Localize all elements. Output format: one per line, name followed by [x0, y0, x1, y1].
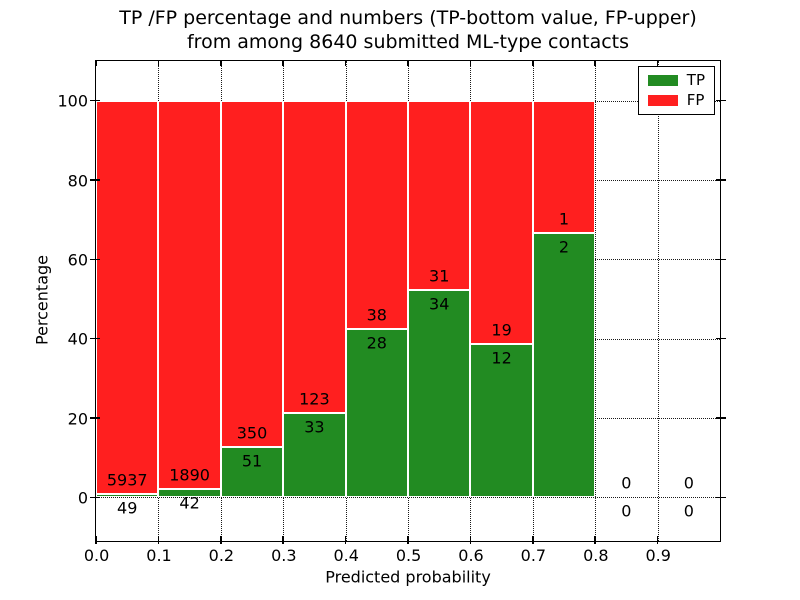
x-tick-label: 0.8: [583, 546, 609, 565]
x-tick-mark: [157, 536, 160, 544]
tp-count-label: 49: [117, 498, 138, 518]
fp-count-label: 5937: [106, 470, 148, 490]
bar-tp-segment: [96, 494, 159, 498]
plot-area: TP FP 5937 49 1890 42 350 51 123 33 38 28 31 34 19 12…: [90, 60, 726, 544]
y-tick-mark: [90, 337, 100, 340]
tp-count-label: 28: [366, 333, 387, 353]
x-tick-mark-top: [594, 61, 596, 66]
x-tick-mark-top: [344, 61, 347, 66]
x-tick-label: 0.9: [645, 546, 671, 565]
tp-count-label: 34: [429, 294, 450, 314]
bar-tp-segment: [345, 329, 408, 498]
fp-count-label: 38: [366, 305, 387, 325]
x-tick-label: 0.3: [271, 546, 297, 565]
x-tick-mark: [407, 536, 409, 544]
y-tick-mark: [90, 258, 100, 261]
bar-tp-segment: [283, 413, 346, 498]
tp-count-label: 51: [241, 451, 263, 471]
x-tick-mark: [95, 536, 97, 544]
fp-count-label: 19: [491, 320, 512, 340]
fp-color-swatch: [647, 95, 678, 106]
x-tick-mark: [344, 536, 347, 544]
legend: TP FP: [637, 66, 715, 115]
tp-color-swatch: [647, 75, 678, 86]
y-tick-mark: [90, 179, 100, 181]
legend-item-fp: FP: [647, 91, 705, 109]
tp-count-label: 33: [304, 417, 325, 437]
bar-fp-segment: [532, 100, 596, 233]
y-tick-mark: [90, 99, 100, 102]
bar-tp-segment: [158, 488, 221, 498]
bar-tp-segment: [408, 289, 471, 498]
tp-count-label: 0: [621, 501, 632, 521]
fp-count-label: 1890: [169, 465, 210, 485]
x-tick-mark-top: [220, 61, 222, 66]
y-tick-mark-right: [716, 417, 726, 419]
fp-count-label: 350: [236, 423, 268, 443]
x-tick-mark-top: [656, 61, 659, 66]
bar-fp-segment: [220, 100, 284, 447]
x-tick-label: 0.1: [146, 546, 172, 565]
y-tick-mark: [90, 417, 100, 419]
bar-tp-segment: [220, 446, 284, 498]
x-axis-label: Predicted probability: [325, 567, 491, 587]
bar-fp-segment: [408, 100, 471, 290]
x-tick-mark-top: [282, 61, 284, 66]
x-tick-mark: [469, 536, 472, 544]
y-tick-mark-right: [716, 258, 726, 261]
x-tick-label: 0.5: [395, 546, 422, 565]
legend-label-fp: FP: [686, 91, 705, 109]
y-tick-mark-right: [716, 496, 726, 499]
x-tick-mark: [656, 536, 659, 544]
bar-fp-segment: [96, 100, 159, 495]
bar-fp-segment: [158, 100, 221, 489]
x-tick-mark: [594, 536, 596, 544]
chart-title-line1: TP /FP percentage and numbers (TP-bottom…: [119, 7, 697, 29]
chart-title: TP /FP percentage and numbers (TP-bottom…: [96, 6, 720, 55]
x-tick-label: 0.6: [458, 546, 484, 565]
y-tick-mark-right: [716, 179, 726, 181]
legend-item-tp: TP: [647, 71, 705, 89]
x-tick-mark-top: [407, 61, 409, 66]
legend-label-tp: TP: [686, 71, 705, 89]
x-tick-label: 0.2: [208, 546, 235, 565]
bar-fp-segment: [283, 100, 346, 414]
y-tick-label: 40: [67, 329, 88, 349]
y-tick-label: 60: [67, 250, 88, 270]
bar-fp-segment: [470, 100, 533, 344]
x-tick-mark: [532, 536, 534, 544]
y-tick-mark: [90, 496, 100, 499]
y-tick-label: 20: [67, 409, 88, 429]
bar-tp-segment: [532, 232, 596, 498]
x-tick-mark-top: [95, 61, 97, 66]
y-tick-label: 100: [57, 91, 88, 111]
x-tick-mark: [220, 536, 222, 544]
x-tick-mark-top: [157, 61, 160, 66]
fp-count-label: 31: [429, 266, 450, 286]
x-gridline: [657, 61, 659, 541]
tp-count-label: 2: [558, 237, 570, 257]
fp-count-label: 1: [558, 209, 570, 229]
x-tick-label: 0.4: [333, 546, 359, 565]
fp-count-label: 0: [683, 473, 694, 493]
y-tick-mark-right: [716, 99, 726, 102]
x-tick-mark-top: [469, 61, 472, 66]
x-tick-mark-top: [532, 61, 534, 66]
bar-tp-segment: [470, 343, 533, 498]
y-tick-label: 80: [67, 171, 88, 191]
chart-title-line2: from among 8640 submitted ML-type contac…: [186, 31, 630, 54]
fp-count-label: 123: [299, 389, 330, 409]
tp-count-label: 0: [683, 501, 694, 521]
fp-count-label: 0: [621, 473, 632, 493]
y-tick-label: 0: [77, 488, 88, 508]
tp-count-label: 42: [179, 493, 200, 513]
x-tick-mark: [282, 536, 284, 544]
x-tick-label: 0.7: [520, 546, 547, 565]
x-tick-label: 0.0: [83, 546, 110, 565]
bar-fp-segment: [345, 100, 408, 330]
tp-count-label: 12: [491, 348, 512, 368]
y-tick-mark-right: [716, 337, 726, 340]
x-gridline: [595, 61, 597, 541]
